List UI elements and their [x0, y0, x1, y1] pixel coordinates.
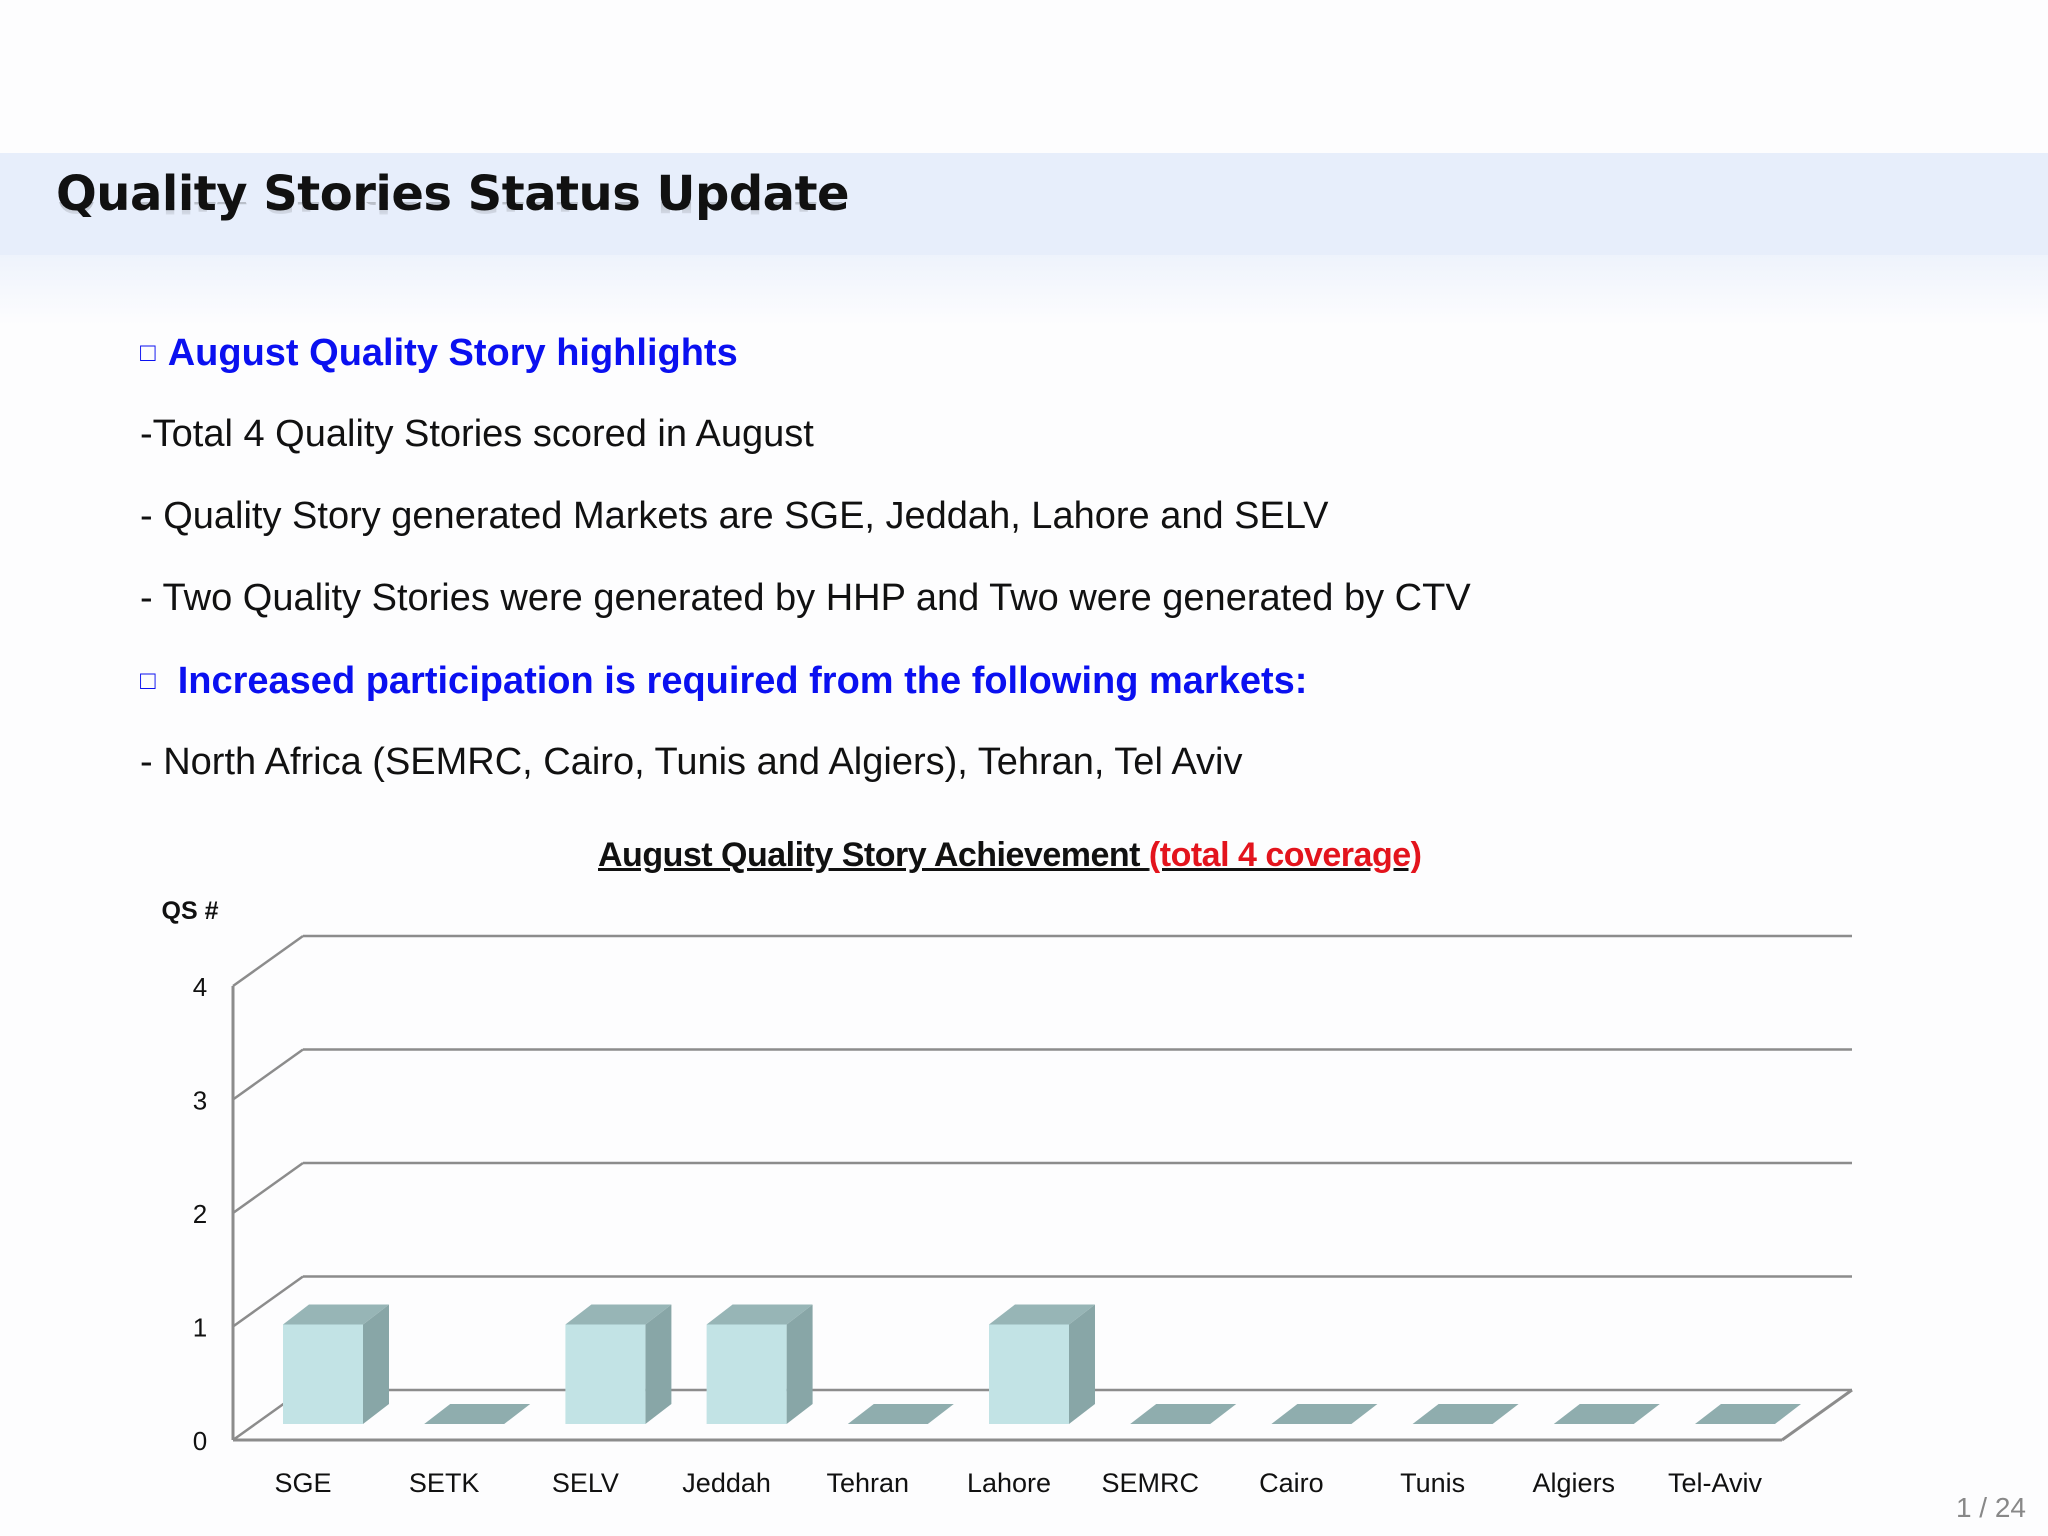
- y-tick-label: 0: [193, 1426, 207, 1456]
- page-title: Quality Stories Status Update: [56, 166, 850, 222]
- gridline-diagonal: [232, 934, 304, 988]
- x-tick-label: SGE: [274, 1468, 331, 1498]
- x-tick-label: Cairo: [1259, 1468, 1324, 1498]
- y-tick-label: 1: [193, 1313, 207, 1343]
- bar-zero: [847, 1404, 954, 1424]
- x-tick-label: Lahore: [967, 1468, 1051, 1498]
- checkbox-bullet-icon: □: [140, 665, 156, 695]
- y-tick-label: 2: [193, 1199, 207, 1229]
- chart-title-main: August Quality Story Achievement: [598, 836, 1149, 874]
- checkbox-bullet-icon: □: [140, 337, 156, 367]
- x-tick-label: SETK: [409, 1468, 480, 1498]
- page-number: 1 / 24: [1955, 1492, 2026, 1523]
- gridline-diagonal: [232, 1161, 304, 1215]
- y-tick-label: 3: [193, 1086, 207, 1116]
- bar-side: [363, 1304, 389, 1424]
- y-tick-label: 4: [193, 972, 207, 1002]
- heading-august-highlights: □ August Quality Story highlights: [140, 327, 1960, 409]
- bar-side: [786, 1304, 813, 1424]
- floor-right-edge: [1781, 1388, 1853, 1442]
- heading-increased-participation-text: Increased participation is required from…: [177, 660, 1308, 702]
- bar-side: [1069, 1304, 1095, 1424]
- x-tick-label: Jeddah: [682, 1468, 771, 1498]
- bar-side: [645, 1304, 672, 1424]
- gridline-diagonal: [232, 1048, 304, 1101]
- x-tick-label: Tunis: [1400, 1468, 1465, 1498]
- bar-zero: [424, 1404, 531, 1424]
- heading-august-highlights-text: August Quality Story highlights: [167, 332, 738, 374]
- bar-chart: 0 1 2 3 4 QS # SGE SETK SELV Jeddah Tehran Lahore SE…: [162, 897, 1853, 1498]
- bar: [565, 1324, 646, 1424]
- bar-zero: [1412, 1404, 1519, 1424]
- bullet-markets: - Quality Story generated Markets are SG…: [140, 495, 1329, 537]
- bar-zero: [1553, 1404, 1660, 1424]
- title-band-fade: [0, 255, 2048, 325]
- y-axis-label: QS #: [162, 897, 219, 925]
- bar-top: [706, 1304, 813, 1325]
- bar: [989, 1324, 1069, 1424]
- bar-zero: [1271, 1404, 1378, 1424]
- x-tick-label: SEMRC: [1101, 1468, 1199, 1498]
- bar: [706, 1324, 787, 1424]
- bar-top: [565, 1304, 672, 1325]
- title-band: [0, 153, 2048, 255]
- bar-zero: [1130, 1404, 1237, 1424]
- bar-top: [989, 1304, 1095, 1325]
- chart-title: August Quality Story Achievement (total …: [598, 836, 1422, 875]
- heading-increased-participation: □ Increased participation is required fro…: [140, 655, 1960, 737]
- x-tick-label: Algiers: [1533, 1468, 1616, 1498]
- bar-top: [283, 1304, 389, 1325]
- gridline-diagonal: [232, 1275, 304, 1328]
- chart-title-highlight: (total 4 coverage): [1148, 836, 1422, 874]
- x-tick-label: Tel-Aviv: [1668, 1468, 1763, 1498]
- bar: [283, 1324, 363, 1424]
- x-tick-label: SELV: [552, 1468, 619, 1498]
- bullet-hhp-ctv: - Two Quality Stories were generated by …: [140, 577, 1471, 619]
- bar-zero: [1695, 1404, 1801, 1424]
- bullet-total-stories: -Total 4 Quality Stories scored in Augus…: [140, 413, 814, 455]
- x-tick-label: Tehran: [827, 1468, 910, 1498]
- highlights-list: □ August Quality Story highlights -Total …: [140, 327, 1960, 819]
- bullet-target-markets: - North Africa (SEMRC, Cairo, Tunis and …: [140, 741, 1243, 783]
- page-title-reflection: Quality Stories Status Update: [56, 202, 849, 222]
